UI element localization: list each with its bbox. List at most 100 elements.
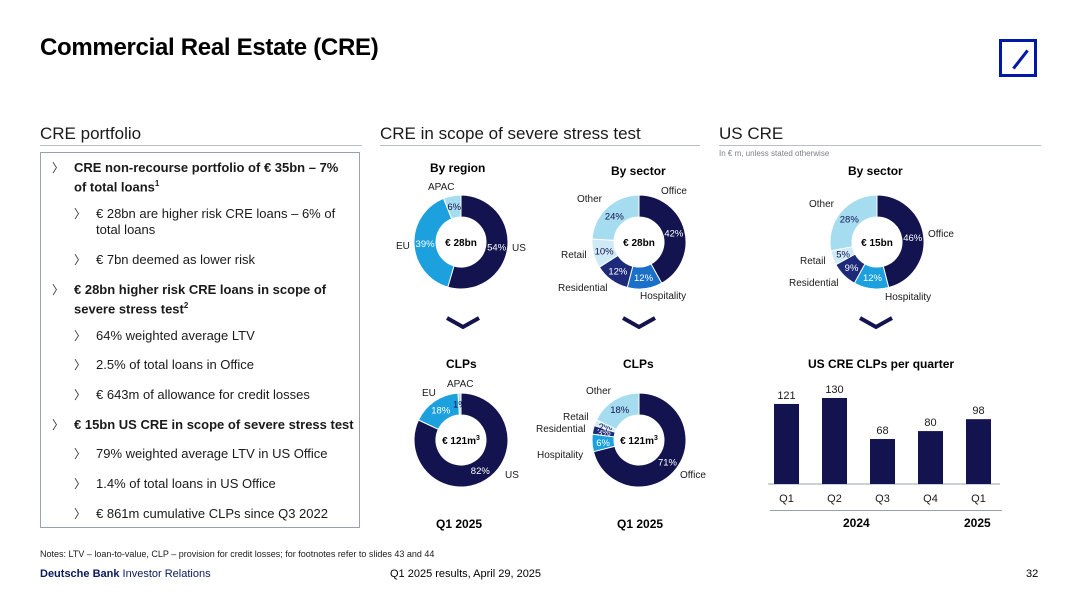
slice-percent-label: 12% <box>634 273 654 284</box>
bullet-item: 〉 79% weighted average LTV in US Office <box>74 446 356 462</box>
category-tick-label: Q1 <box>779 493 794 505</box>
label-office: Office <box>661 186 687 197</box>
donut-slice-office <box>638 194 687 284</box>
section-title-stress: CRE in scope of severe stress test <box>380 124 641 143</box>
deutsche-bank-logo <box>999 39 1037 77</box>
label-other: Other <box>577 194 603 205</box>
bar-q2 <box>822 398 847 484</box>
bar-value-label: 121 <box>777 390 795 402</box>
slice-percent-label: 6% <box>596 438 610 449</box>
label-eu: EU <box>422 388 436 399</box>
bullet-text: € 861m cumulative CLPs since Q3 2022 <box>96 506 328 521</box>
slice-percent-label: 6% <box>447 202 461 213</box>
donut-by-region: 54% 39% 6% € 28bn <box>413 194 509 290</box>
bullet-item: 〉 € 28bn are higher risk CRE loans – 6% o… <box>74 206 356 238</box>
category-tick-label: Q1 <box>971 493 986 505</box>
footer-event: Q1 2025 results, April 29, 2025 <box>390 568 542 580</box>
chevron-down-icon <box>859 316 893 330</box>
bar-q3 <box>870 439 895 484</box>
slice-percent-label: 46% <box>903 233 923 244</box>
footnote-marker: 1 <box>154 179 160 188</box>
chevron-right-icon: 〉 <box>74 329 87 343</box>
bullet-item: 〉 1.4% of total loans in US Office <box>74 476 356 492</box>
label-retail: Retail <box>800 256 826 267</box>
bullet-item: 〉 2.5% of total loans in Office <box>74 357 356 373</box>
units-note: In € m, unless stated otherwise <box>719 149 830 158</box>
bullet-text: CRE non-recourse portfolio of € 35bn – 7… <box>74 160 339 195</box>
chevron-right-icon: 〉 <box>74 447 87 461</box>
donut-slice-us <box>413 392 509 488</box>
donut-center-total: € 28bn <box>623 238 655 249</box>
label-residential: Residential <box>536 424 586 435</box>
section-divider <box>40 145 362 146</box>
chevron-right-icon: 〉 <box>52 418 65 432</box>
slice-percent-label: 42% <box>664 229 684 240</box>
page-title: Commercial Real Estate (CRE) <box>40 34 379 61</box>
page-number: 32 <box>1026 568 1039 580</box>
label-retail: Retail <box>563 412 589 423</box>
chart-title-by-sector: By sector <box>611 164 666 178</box>
slice-percent-label: 1% <box>453 400 467 411</box>
footnotes: Notes: LTV – loan-to-value, CLP – provis… <box>40 549 435 559</box>
slice-percent-label: 54% <box>487 243 507 254</box>
bullet-text: € 7bn deemed as lower risk <box>96 252 255 267</box>
chart-title-by-region: By region <box>430 161 486 175</box>
bullet-text: € 28bn are higher risk CRE loans – 6% of… <box>96 206 336 237</box>
chevron-right-icon: 〉 <box>74 253 87 267</box>
chart-title-clps-sector: CLPs <box>623 357 654 371</box>
donut-clps-sector: 71% 6%3%2% 18% € 121m3 <box>591 392 687 488</box>
period-label: Q1 2025 <box>436 517 483 531</box>
footnote-marker: 2 <box>183 301 189 310</box>
donut-center-total: € 121m3 <box>442 435 480 447</box>
label-other: Other <box>809 199 835 210</box>
chevron-down-icon <box>446 316 480 330</box>
bullet-text: 64% weighted average LTV <box>96 328 255 343</box>
donut-us-by-sector: 46% 12% 9% 5% 28% € 15bn <box>829 194 925 290</box>
bullet-item: 〉 CRE non-recourse portfolio of € 35bn – … <box>52 160 354 195</box>
donut-slice-apac <box>442 194 462 220</box>
donut-slice-us <box>447 194 509 290</box>
bar-q4 <box>918 431 943 484</box>
category-tick-label: Q4 <box>923 493 938 505</box>
category-tick-label: Q3 <box>875 493 890 505</box>
label-hospitality: Hospitality <box>537 450 584 461</box>
bar-value-label: 98 <box>972 405 984 417</box>
label-retail: Retail <box>561 250 587 261</box>
chevron-right-icon: 〉 <box>52 161 65 175</box>
bar-value-label: 80 <box>924 417 936 429</box>
slice-percent-label: 3% <box>597 428 611 439</box>
bullet-item: 〉 € 15bn US CRE in scope of severe stress… <box>52 417 354 433</box>
label-other: Other <box>586 386 612 397</box>
bullet-text: 1.4% of total loans in US Office <box>96 476 276 491</box>
slice-percent-label: 71% <box>658 458 678 469</box>
bar-q1 <box>774 403 799 484</box>
slice-percent-label: 39% <box>416 239 436 250</box>
label-residential: Residential <box>558 283 608 294</box>
label-us: US <box>505 470 519 481</box>
label-office: Office <box>928 229 954 240</box>
chart-title-us-clps: US CRE CLPs per quarter <box>808 357 955 371</box>
year-label: 2024 <box>843 516 870 530</box>
chart-title-clps-region: CLPs <box>446 357 477 371</box>
footer-brand: Deutsche Bank Investor Relations <box>40 568 211 580</box>
chevron-right-icon: 〉 <box>52 283 65 297</box>
bullet-text: 79% weighted average LTV in US Office <box>96 446 328 461</box>
bar-q1 <box>966 419 991 484</box>
us-cre-clps-bar-chart: 121 Q1 130 Q2 68 Q3 80 Q4 98 Q1 <box>768 384 1000 505</box>
year-divider <box>770 510 1002 511</box>
chart-title-us-by-sector: By sector <box>848 164 903 178</box>
section-divider <box>719 145 1041 146</box>
donut-slice-other <box>829 194 878 252</box>
chevron-down-icon <box>622 316 656 330</box>
label-apac: APAC <box>428 182 455 193</box>
footnote-marker: 3 <box>654 435 658 442</box>
donut-slice-office <box>876 194 925 289</box>
donut-slice-eu <box>413 197 455 288</box>
chevron-right-icon: 〉 <box>74 358 87 372</box>
slice-percent-label: 9% <box>845 263 859 274</box>
chevron-right-icon: 〉 <box>74 207 87 221</box>
slice-percent-label: 10% <box>595 246 615 257</box>
donut-by-sector: 42% 12% 12% 10% 24% € 28bn <box>591 194 687 290</box>
section-title-us: US CRE <box>719 124 784 143</box>
category-tick-label: Q2 <box>827 493 842 505</box>
